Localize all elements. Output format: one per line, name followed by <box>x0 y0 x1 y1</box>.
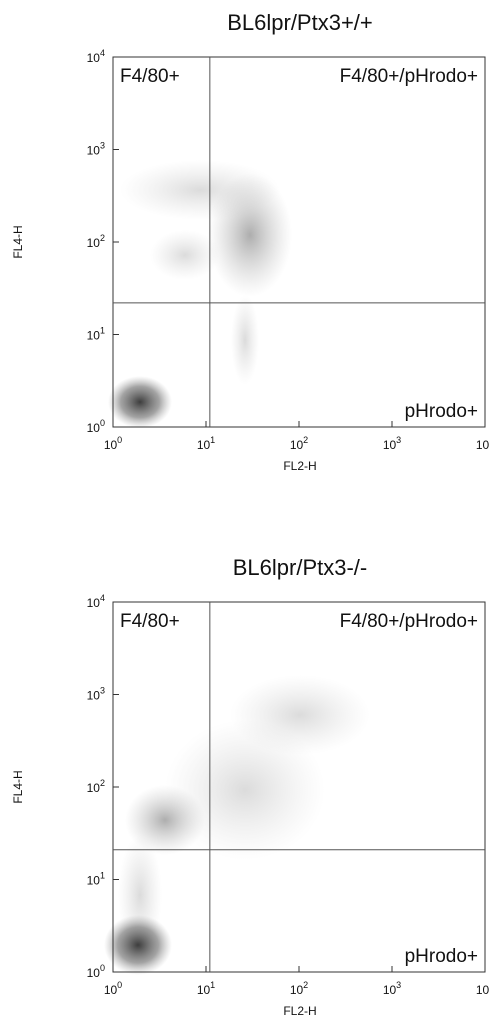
tick-label: 104 <box>87 48 105 65</box>
tick-base: 10 <box>87 144 101 158</box>
tick-label: 101 <box>197 980 215 997</box>
tick-base: 10 <box>87 329 101 343</box>
quadrant-label: pHrodo+ <box>405 401 478 422</box>
tick-label: 102 <box>290 435 308 452</box>
quadrant-label: F4/80+ <box>120 66 180 87</box>
tick-exponent: 3 <box>396 980 401 990</box>
tick-exponent: 4 <box>100 48 105 58</box>
tick-base: 10 <box>197 983 211 997</box>
density-cloud <box>108 376 172 428</box>
tick-exponent: 0 <box>100 418 105 428</box>
quadrant-label: F4/80+ <box>120 611 180 632</box>
x-axis-label: FL2-H <box>283 1004 316 1018</box>
tick-exponent: 2 <box>100 778 105 788</box>
tick-exponent: 2 <box>100 233 105 243</box>
tick-exponent: 0 <box>117 980 122 990</box>
tick-base: 10 <box>87 51 101 65</box>
flow-plot: BL6lpr/Ptx3+/+10010110210310410010110210… <box>11 10 489 473</box>
tick-base: 10 <box>104 438 118 452</box>
x-axis-label: FL2-H <box>283 459 316 473</box>
tick-exponent: 3 <box>100 141 105 151</box>
tick-exponent: 1 <box>100 326 105 336</box>
tick-base: 10 <box>87 596 101 610</box>
quadrant-label: F4/80+/pHrodo+ <box>340 66 478 87</box>
tick-label: 101 <box>197 435 215 452</box>
tick-base: 10 <box>383 438 397 452</box>
quadrant-label: pHrodo+ <box>405 946 478 967</box>
tick-label: 104 <box>87 593 105 610</box>
tick-label: 103 <box>87 141 105 158</box>
tick-base: 10 <box>87 966 101 980</box>
tick-base: 10 <box>87 874 101 888</box>
tick-base: 10 <box>104 983 118 997</box>
tick-label: 101 <box>87 871 105 888</box>
tick-exponent: 1 <box>100 871 105 881</box>
tick-exponent: 1 <box>210 980 215 990</box>
tick-base: 10 <box>87 689 101 703</box>
density-cloud <box>165 720 325 860</box>
y-axis-label: FL4-H <box>11 225 25 258</box>
tick-label: 103 <box>383 435 401 452</box>
flow-plot: BL6lpr/Ptx3-/-10010110210310410010110210… <box>11 555 489 1018</box>
tick-label: 104 <box>476 435 489 452</box>
tick-exponent: 0 <box>117 435 122 445</box>
tick-base: 10 <box>290 983 304 997</box>
tick-exponent: 4 <box>100 593 105 603</box>
chart-title: BL6lpr/Ptx3+/+ <box>227 10 373 35</box>
density-cloud <box>231 295 259 385</box>
quadrant-label: F4/80+/pHrodo+ <box>340 611 478 632</box>
tick-base: 10 <box>197 438 211 452</box>
tick-label: 104 <box>476 980 489 997</box>
tick-exponent: 3 <box>100 686 105 696</box>
tick-base: 10 <box>476 983 489 997</box>
tick-label: 103 <box>383 980 401 997</box>
tick-base: 10 <box>383 983 397 997</box>
tick-exponent: 1 <box>210 435 215 445</box>
tick-label: 102 <box>87 778 105 795</box>
tick-label: 101 <box>87 326 105 343</box>
tick-exponent: 0 <box>100 963 105 973</box>
tick-label: 100 <box>87 963 105 980</box>
tick-label: 102 <box>290 980 308 997</box>
tick-base: 10 <box>290 438 304 452</box>
tick-base: 10 <box>87 236 101 250</box>
density-cloud <box>120 160 280 220</box>
tick-exponent: 2 <box>303 980 308 990</box>
tick-base: 10 <box>87 781 101 795</box>
chart-title: BL6lpr/Ptx3-/- <box>233 555 368 580</box>
tick-label: 100 <box>104 435 122 452</box>
density-cloud <box>230 675 370 755</box>
y-axis-label: FL4-H <box>11 770 25 803</box>
tick-label: 100 <box>104 980 122 997</box>
density-cloud <box>150 230 220 280</box>
density-cloud <box>104 915 172 975</box>
tick-label: 103 <box>87 686 105 703</box>
tick-exponent: 3 <box>396 435 401 445</box>
tick-base: 10 <box>476 438 489 452</box>
tick-base: 10 <box>87 421 101 435</box>
tick-exponent: 2 <box>303 435 308 445</box>
tick-label: 100 <box>87 418 105 435</box>
tick-label: 102 <box>87 233 105 250</box>
